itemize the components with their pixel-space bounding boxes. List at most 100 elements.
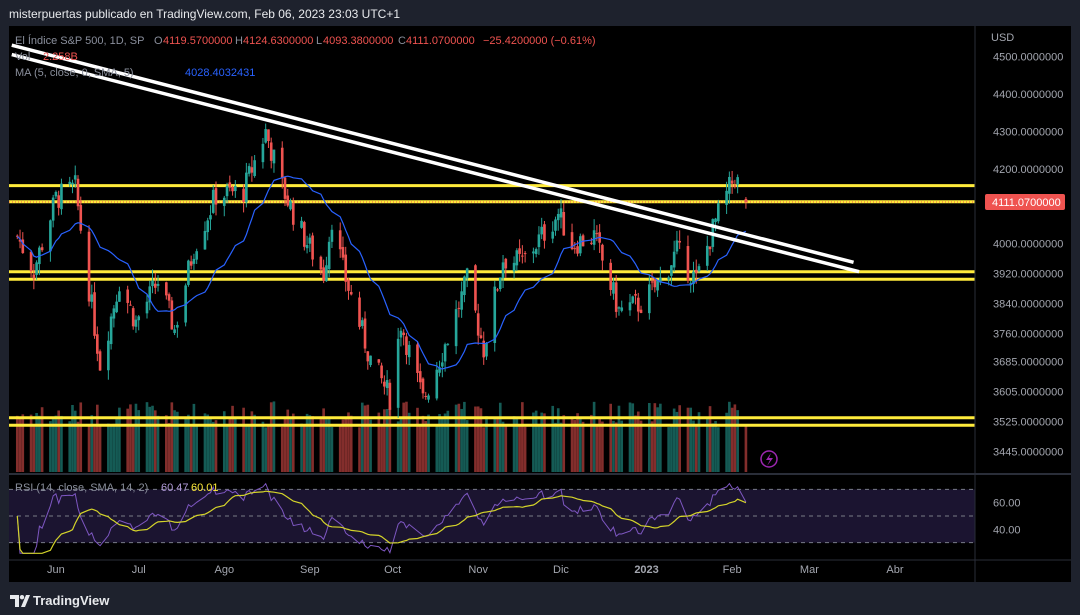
volume-bar (476, 406, 480, 472)
candle-body (482, 340, 486, 358)
lightning-icon[interactable] (760, 450, 778, 468)
candle-body (209, 215, 212, 220)
volume-bar (402, 402, 405, 472)
volume-bar (617, 405, 621, 472)
candle-body (300, 220, 303, 228)
volume-bar (628, 402, 632, 472)
price-tick-label: 4300.0000000 (993, 126, 1063, 138)
candle-body (325, 265, 328, 282)
volume-bar (736, 410, 739, 472)
candle-body (435, 369, 439, 399)
candle-body (595, 233, 599, 235)
candle-body (427, 395, 430, 400)
volume-bar (187, 414, 190, 472)
price-tick-label: 3445.0000000 (993, 446, 1063, 458)
volume-bar (697, 412, 701, 472)
candle-body (537, 234, 541, 248)
volume-bar (73, 410, 77, 472)
candle-body (211, 189, 215, 213)
volume-bar (421, 415, 425, 472)
price-tick-label: 4200.0000000 (993, 164, 1063, 176)
candle-body (18, 239, 22, 242)
candle-body (29, 251, 33, 272)
candle-body (496, 289, 499, 291)
candle-body (385, 380, 389, 389)
candle-body (222, 197, 226, 206)
trendline[interactable] (11, 43, 854, 265)
volume-bar (601, 421, 604, 472)
candle-body (686, 246, 690, 281)
volume-bar (728, 401, 731, 472)
volume-bar (694, 424, 698, 472)
candle-body (717, 203, 720, 222)
chart-panel[interactable]: 4500.0000000 4400.0000000 4300.0000000 4200… (9, 26, 1071, 582)
candle-body (156, 283, 160, 286)
volume-bar (581, 421, 585, 472)
volume-bar (303, 424, 306, 472)
price-chart[interactable]: 4500.0000000 4400.0000000 4300.0000000 4200… (9, 26, 1071, 582)
volume-bar (443, 413, 447, 472)
volume-bar (151, 405, 154, 472)
volume-bar (523, 426, 527, 472)
volume-bar (498, 402, 502, 472)
volume-bar (156, 415, 160, 472)
volume-bar (399, 418, 403, 472)
volume-bar (341, 419, 345, 472)
candle-body (396, 338, 400, 408)
candle-body (672, 251, 676, 268)
volume-bar (377, 412, 381, 472)
candle-body (620, 307, 624, 311)
candle-body (261, 143, 265, 163)
candle-body (457, 307, 461, 309)
volume-bar (482, 427, 486, 472)
volume-bar (272, 401, 276, 472)
trendline[interactable] (11, 52, 860, 274)
candle-body (725, 190, 728, 205)
volume-bar (405, 401, 408, 472)
candle-body (402, 332, 405, 336)
volume-bar (670, 426, 673, 472)
candle-body (129, 304, 132, 306)
candle-body (54, 191, 58, 197)
volume-bar (57, 410, 60, 472)
volume-bar (300, 423, 303, 472)
volume-bar (590, 414, 593, 472)
volume-bar (485, 416, 488, 472)
candle-body (303, 222, 306, 247)
moving-average-line (16, 175, 747, 370)
candle-body (338, 230, 342, 250)
volume-bar (534, 410, 538, 472)
candle-body (231, 187, 234, 192)
volume-bar (714, 421, 717, 472)
candle-body (286, 195, 290, 206)
candle-body (634, 293, 637, 296)
volume-bar (311, 416, 314, 472)
candle-body (388, 382, 392, 410)
volume-bar (109, 425, 113, 472)
high-value: 4124.6300000 (243, 35, 313, 47)
candle-body (269, 142, 273, 161)
volume-bar (717, 427, 720, 472)
volume-bar (460, 408, 463, 472)
volume-bar (214, 420, 218, 472)
volume-bar (504, 425, 508, 472)
candle-body (631, 296, 635, 303)
volume-bar (639, 420, 643, 472)
volume-bar (280, 426, 284, 472)
volume-bar (40, 407, 44, 472)
volume-bar (173, 410, 176, 472)
volume-bar (225, 423, 229, 472)
volume-bar (559, 422, 563, 472)
candle-body (515, 250, 519, 266)
candle-body (628, 302, 632, 311)
volume-bar (598, 418, 601, 472)
volume-bar (60, 415, 63, 472)
candle-body (576, 246, 579, 254)
volume-bar (551, 405, 555, 472)
low-value: 4093.3800000 (323, 35, 393, 47)
time-tick-label: Jun (47, 564, 65, 576)
price-tick-label: 3840.0000000 (993, 299, 1063, 311)
candle-body (474, 265, 477, 311)
volume-bar (319, 416, 323, 472)
candle-body (485, 343, 488, 357)
